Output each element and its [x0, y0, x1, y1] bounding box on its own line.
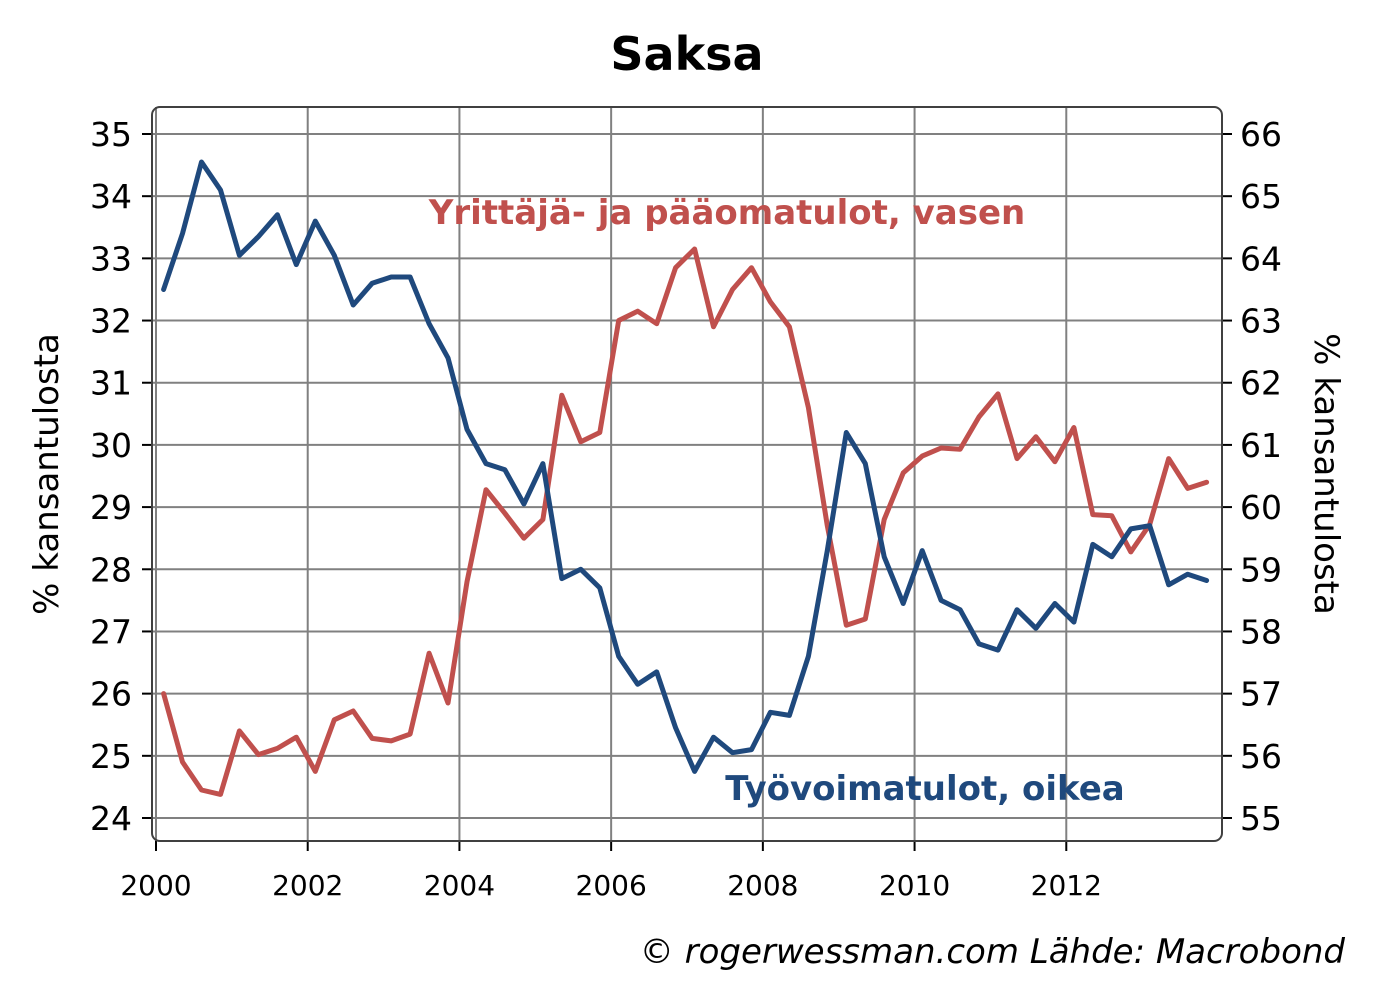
- x-tick-label: 2002: [272, 869, 343, 902]
- series-lines: [161, 159, 1210, 797]
- y-tick-label-left: 32: [90, 302, 132, 341]
- x-tick-label: 2010: [879, 869, 950, 902]
- y-tick-label-right: 58: [1240, 612, 1282, 651]
- y-tick-label-left: 35: [90, 115, 132, 154]
- x-tick-label: 2000: [120, 869, 191, 902]
- source-note: © rogerwessman.com Lähde: Macrobond: [640, 932, 1346, 972]
- annotation-labour-income: Työvoimatulot, oikea: [725, 769, 1124, 809]
- y-tick-label-right: 59: [1240, 550, 1282, 589]
- y-tick-label-right: 62: [1240, 364, 1282, 403]
- y-tick-label-right: 65: [1240, 177, 1282, 216]
- y-tick-label-right: 66: [1240, 115, 1282, 154]
- y-tick-label-right: 56: [1240, 737, 1282, 776]
- y-tick-label-left: 33: [90, 239, 132, 278]
- x-tick-label: 2008: [727, 869, 798, 902]
- y-tick-label-left: 24: [90, 799, 132, 838]
- x-tick-label: 2006: [576, 869, 647, 902]
- y-axis-label-right: % kansantulosta: [1306, 333, 1346, 615]
- y-tick-label-right: 57: [1240, 675, 1282, 714]
- series-line-labour-income: [161, 159, 1210, 774]
- annotation-capital-income: Yrittäjä- ja pääomatulot, vasen: [428, 193, 1026, 233]
- y-tick-label-left: 25: [90, 737, 132, 776]
- y-tick-label-left: 29: [90, 488, 132, 527]
- y-tick-label-left: 34: [90, 177, 132, 216]
- y-tick-label-left: 30: [90, 426, 132, 465]
- plot-frame: [151, 106, 1223, 842]
- x-tick-label: 2012: [1031, 869, 1102, 902]
- series-line-capital-income: [161, 246, 1210, 797]
- y-tick-label-right: 64: [1240, 239, 1282, 278]
- y-tick-label-right: 55: [1240, 799, 1282, 838]
- y-tick-label-right: 60: [1240, 488, 1282, 527]
- y-tick-label-left: 27: [90, 612, 132, 651]
- axis-ticks: 24 25 26 27 28 29 30 31 32 33 34 35 55 56 57 58 59 60 61 62…: [90, 115, 1282, 902]
- y-tick-label-left: 26: [90, 675, 132, 714]
- x-tick-label: 2004: [424, 869, 495, 902]
- y-tick-label-right: 63: [1240, 302, 1282, 341]
- grid: [152, 107, 1222, 841]
- chart-title: Saksa: [610, 27, 763, 81]
- y-axis-label-left: % kansantulosta: [27, 333, 67, 615]
- y-tick-label-left: 28: [90, 550, 132, 589]
- y-tick-label-right: 61: [1240, 426, 1282, 465]
- y-tick-label-left: 31: [90, 364, 132, 403]
